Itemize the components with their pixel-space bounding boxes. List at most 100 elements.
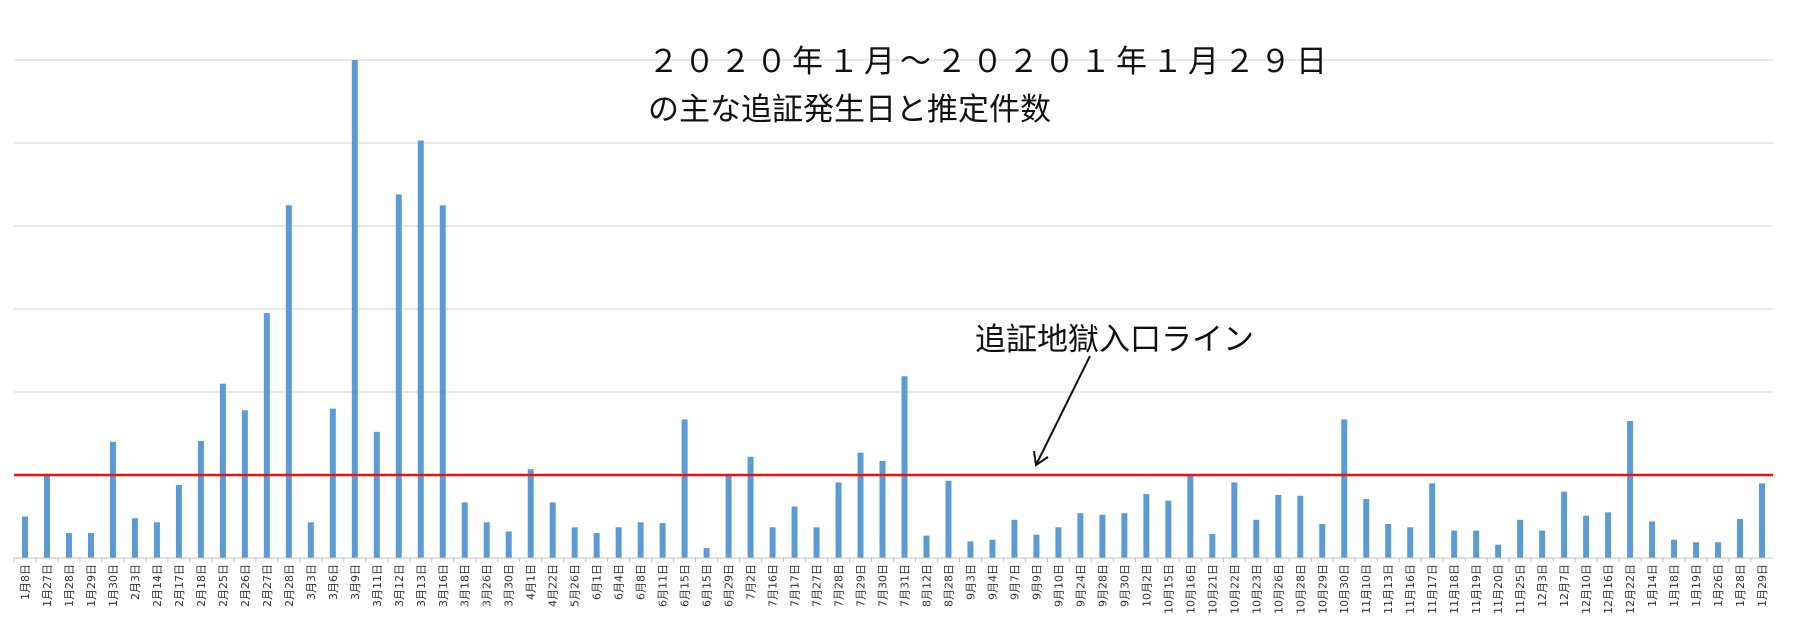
bar [131,518,138,558]
x-tick-label: 2月17日 [173,564,186,607]
x-tick-label: 3月9日 [349,564,362,600]
bar [1297,495,1304,558]
x-tick-label: 3月12日 [393,564,406,607]
bar [1737,518,1744,558]
bar [1253,519,1260,558]
x-tick-label: 2月25日 [217,564,230,607]
chart-title-line-1: ２０２０年１月～２０２０１年１月２９日 [648,44,1332,80]
x-tick-label: 7月30日 [877,564,890,607]
x-tick-label: 10月2日 [1140,564,1153,607]
x-tick-label: 7月27日 [811,564,824,607]
bar [153,522,160,558]
x-tick-label: 10月28日 [1294,564,1307,614]
bar [1099,514,1106,558]
bar [43,475,50,558]
bar [1407,527,1414,558]
x-tick-label: 3月16日 [437,564,450,607]
x-tick-label: 3月3日 [305,564,318,600]
x-tick-label: 12月3日 [1536,564,1549,607]
bar [483,522,490,558]
x-tick-label: 3月26日 [481,564,494,607]
bar [1077,513,1084,558]
x-tick-label: 9月10日 [1052,564,1065,607]
x-tick-labels: 1月8日 1月27日 1月28日 1月29日 1月30日 2月3日 2月14日 2月17日 2月… [13,558,1769,614]
x-tick-label: 1月28日 [1734,564,1747,607]
x-tick-label: 7月28日 [833,564,846,607]
bar [175,484,182,558]
bar [1143,494,1150,558]
bar [461,502,468,558]
x-tick-label: 11月19日 [1470,564,1483,614]
x-tick-label: 9月30日 [1118,564,1131,607]
x-tick-label: 9月28日 [1096,564,1109,607]
bar [1561,491,1568,558]
bar [21,516,28,558]
x-tick-label: 9月3日 [964,564,977,600]
x-tick-label: 6月4日 [613,564,626,600]
bar [813,527,820,558]
bar [263,313,270,558]
bar [593,533,600,558]
x-tick-label: 10月22日 [1228,564,1241,614]
bar [1209,533,1216,558]
x-tick-label: 7月31日 [898,564,911,607]
x-tick-label: 1月14日 [1646,564,1659,607]
x-tick-label: 1月27日 [41,564,54,607]
bar [923,535,930,558]
arrow-shaft [1035,355,1091,466]
x-tick-label: 7月2日 [745,564,758,600]
x-tick-label: 1月29日 [85,564,98,607]
x-tick-label: 8月12日 [920,564,933,607]
bar [373,431,380,558]
x-tick-label: 1月30日 [107,564,120,607]
threshold-annotation-label: 追証地獄入口ライン [975,322,1254,358]
x-tick-label: 3月18日 [459,564,472,607]
bar [1429,483,1436,558]
bar [989,539,996,558]
bar [1693,542,1700,558]
arrow-head [1033,450,1049,467]
x-tick-label: 3月30日 [503,564,516,607]
x-tick-label: 9月9日 [1030,564,1043,600]
annotation-arrow [1033,355,1091,467]
bar [901,376,908,558]
bar [1363,499,1370,558]
x-tick-label: 1月8日 [19,564,32,600]
bar [835,482,842,558]
x-tick-label: 10月21日 [1206,564,1219,614]
bars [21,60,1766,558]
x-tick-label: 12月16日 [1602,564,1615,614]
bar [571,527,578,558]
bar [791,506,798,558]
x-tick-label: 11月25日 [1514,564,1527,614]
x-tick-label: 7月29日 [855,564,868,607]
bar [1011,519,1018,558]
x-tick-label: 12月7日 [1558,564,1571,607]
bar [197,440,204,558]
bar [549,502,556,558]
bar [329,408,336,558]
bar [1033,534,1040,558]
x-tick-label: 10月16日 [1184,564,1197,614]
bar [857,452,864,558]
x-tick-label: 10月30日 [1338,564,1351,614]
x-tick-label: 11月18日 [1448,564,1461,614]
x-tick-label: 2月26日 [239,564,252,607]
bar [527,469,534,558]
bar [307,522,314,558]
x-tick-label: 2月3日 [129,564,142,600]
bar [1319,523,1326,558]
x-tick-label: 4月22日 [547,564,560,607]
x-tick-label: 6月29日 [723,564,736,607]
x-tick-label: 9月4日 [986,564,999,600]
bar [87,533,94,558]
bar [109,441,116,558]
x-tick-label: 2月18日 [195,564,208,607]
x-tick-label: 7月16日 [767,564,780,607]
bar [285,205,292,558]
bar [945,480,952,558]
bar [1671,539,1678,558]
bar [747,456,754,558]
bar [681,419,688,558]
x-tick-label: 3月13日 [415,564,428,607]
